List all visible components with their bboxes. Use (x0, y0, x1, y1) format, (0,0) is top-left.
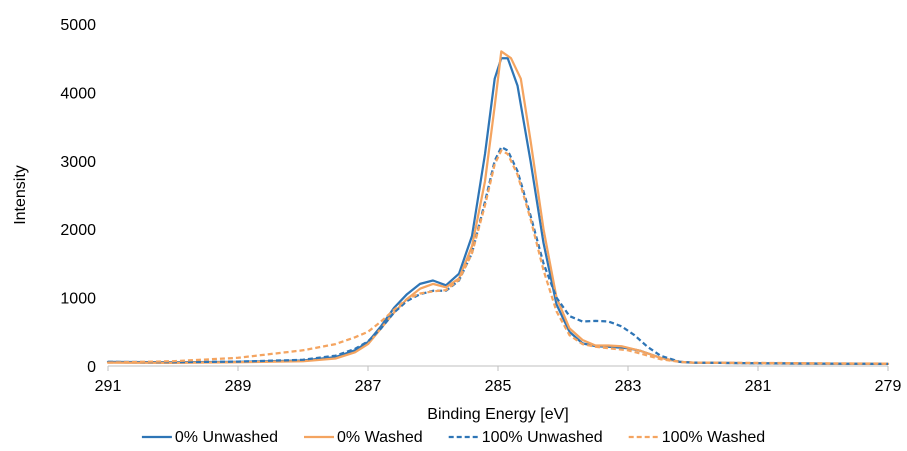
legend-label: 100% Unwashed (482, 429, 603, 446)
legend-label: 0% Unwashed (175, 429, 278, 446)
series-line-1 (106, 50, 890, 366)
legend-label: 0% Washed (337, 429, 423, 446)
x-tick-label: 281 (745, 378, 772, 395)
legend-label: 100% Washed (662, 429, 765, 446)
series-lines (106, 50, 890, 366)
x-tick-label: 279 (875, 378, 902, 395)
x-axis-title: Binding Energy [eV] (427, 406, 568, 423)
legend-item: 0% Washed (304, 429, 423, 446)
y-tick-label: 4000 (60, 85, 96, 102)
legend: 0% Unwashed 0% Washed 100% Unwashed 100% Wa… (141, 429, 765, 446)
series-line-3 (107, 149, 889, 365)
x-axis-ticks: 291 289 287 285 283 281 279 (95, 366, 902, 395)
y-tick-label: 5000 (60, 17, 96, 34)
y-tick-label: 1000 (60, 291, 96, 308)
x-tick-label: 287 (355, 378, 382, 395)
legend-item: 100% Washed (628, 429, 765, 446)
legend-item: 100% Unwashed (448, 429, 603, 446)
y-tick-label: 3000 (60, 154, 96, 171)
series-line-2 (107, 145, 889, 366)
y-tick-label: 0 (87, 359, 96, 376)
x-tick-label: 283 (615, 378, 642, 395)
y-axis-title: Intensity (12, 165, 29, 225)
legend-item: 0% Unwashed (141, 429, 278, 446)
x-tick-label: 291 (95, 378, 122, 395)
series-line-0 (106, 57, 890, 366)
x-tick-label: 285 (485, 378, 512, 395)
y-axis-ticks: 0 1000 2000 3000 4000 5000 (60, 17, 96, 376)
y-tick-label: 2000 (60, 222, 96, 239)
x-tick-label: 289 (225, 378, 252, 395)
